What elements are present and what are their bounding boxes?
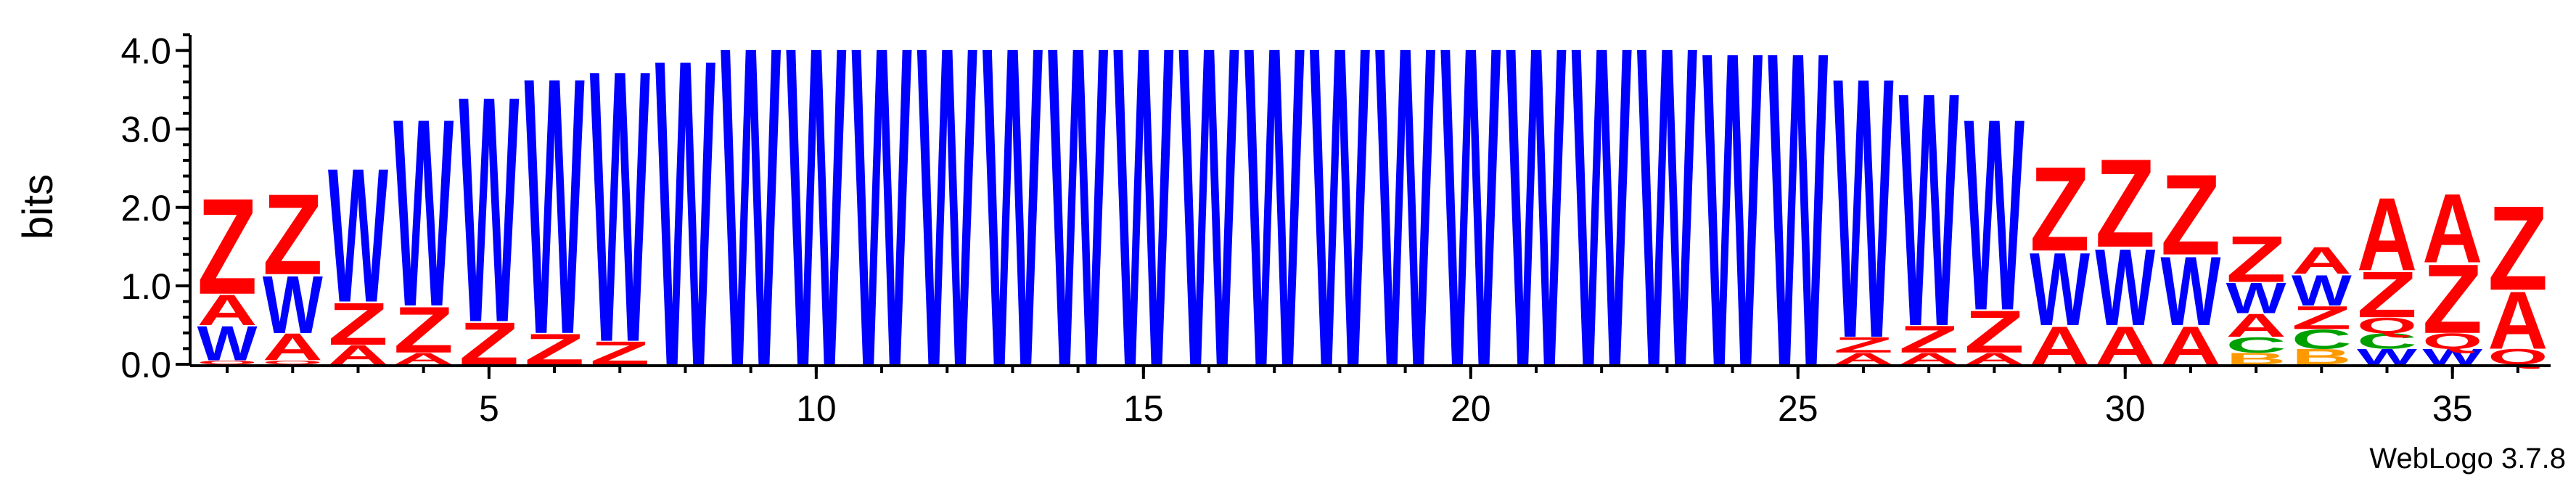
logo-letter-w: W xyxy=(2030,231,2091,348)
logo-letter-c: C xyxy=(2292,324,2352,355)
logo-letter-a: A xyxy=(2422,173,2482,283)
y-axis-label: bits xyxy=(15,174,62,239)
logo-letter-z: Z xyxy=(2030,142,2090,276)
logo-letter-z: Z xyxy=(2226,223,2286,296)
logo-letter-w: W xyxy=(328,128,388,343)
logo-letter-z: Z xyxy=(1833,332,1893,357)
logo-letter-w: W xyxy=(852,0,913,462)
x-tick-label: 35 xyxy=(2432,388,2473,429)
x-tick-label: 5 xyxy=(479,388,499,429)
logo-letter-w: W xyxy=(1113,0,1174,462)
logo-letter-w: W xyxy=(1440,0,1501,462)
logo-letter-w: W xyxy=(1179,0,1240,462)
logo-letter-w: W xyxy=(459,29,520,390)
logo-letter-w: W xyxy=(1637,0,1698,462)
logo-letter-w: W xyxy=(2095,226,2155,349)
logo-letter-w: W xyxy=(655,0,716,458)
logo-letter-w: W xyxy=(1572,0,1633,462)
logo-letter-a: A xyxy=(263,326,323,369)
logo-letter-z: Z xyxy=(263,171,323,299)
logo-letter-q: Q xyxy=(263,359,323,365)
logo-letter-w: W xyxy=(263,259,323,350)
logo-letter-w: W xyxy=(917,0,978,462)
y-axis: 0.0 1.0 2.0 3.0 4.0 xyxy=(120,31,192,385)
logo-letter-w: W xyxy=(2160,237,2220,347)
logo-letter-z: Z xyxy=(2160,151,2220,279)
logo-letter-c: C xyxy=(2226,332,2286,357)
logo-letter-a: A xyxy=(2292,239,2352,282)
y-tick-label: 4.0 xyxy=(120,31,171,72)
logo-letter-z: Z xyxy=(197,170,258,323)
y-tick-label: 2.0 xyxy=(120,188,171,229)
logo-letter-w: W xyxy=(1702,0,1763,460)
logo-letter-z: Z xyxy=(2095,134,2155,274)
logo-letter-w: W xyxy=(2292,266,2353,314)
logo-letter-a: A xyxy=(2226,307,2286,344)
x-axis: 5 10 15 20 25 30 35 xyxy=(190,364,2551,429)
logo-letter-z: Z xyxy=(1964,298,2025,366)
logo-letter-q: Q xyxy=(2422,329,2482,353)
logo-letter-w: W xyxy=(590,0,651,424)
logo-letter-z: Z xyxy=(2357,258,2417,331)
x-tick-label: 20 xyxy=(1451,388,1491,429)
logo-letter-w: W xyxy=(786,0,847,462)
logo-letter-c: C xyxy=(2357,329,2417,353)
logo-letter-w: W xyxy=(1506,0,1567,462)
logo-letter-q: Q xyxy=(197,359,258,365)
logo-letter-z: Z xyxy=(1899,318,1959,361)
logo-letter-a: A xyxy=(2357,176,2417,292)
x-tick-label: 15 xyxy=(1123,388,1164,429)
logo-letter-z: Z xyxy=(328,290,388,358)
logo-letter-a: A xyxy=(2487,275,2548,366)
logo-letter-w: W xyxy=(393,63,454,363)
y-tick-label: 0.0 xyxy=(120,345,171,385)
logo-letter-w: W xyxy=(1310,0,1371,462)
logo-letter-w: W xyxy=(1768,0,1829,460)
logo-letter-w: W xyxy=(1899,24,1960,397)
x-tick-label: 25 xyxy=(1778,388,1818,429)
logo-letter-z: Z xyxy=(2422,244,2482,354)
logo-letter-w: W xyxy=(1048,0,1109,462)
logo-letter-a: A xyxy=(197,286,258,335)
logo-letter-w: W xyxy=(525,0,586,411)
logo-letter-w: W xyxy=(1244,0,1305,462)
logo-letter-w: W xyxy=(1833,1,1894,417)
logo-letter-w: W xyxy=(1375,0,1436,462)
x-tick-label: 10 xyxy=(796,388,837,429)
y-tick-label: 3.0 xyxy=(120,110,171,150)
weblogo-version-label: WebLogo 3.7.8 xyxy=(2369,443,2566,475)
logo-letter-w: W xyxy=(2226,274,2287,322)
x-tick-label: 30 xyxy=(2105,388,2146,429)
logo-letter-z: Z xyxy=(2292,300,2352,337)
logo-letter-q: Q xyxy=(2357,313,2417,337)
logo-letter-w: W xyxy=(721,0,782,462)
logo-letter-w: W xyxy=(983,0,1043,462)
logo-letter-w: W xyxy=(197,316,258,371)
logo-letter-z: Z xyxy=(2487,181,2548,316)
y-tick-label: 1.0 xyxy=(120,266,171,307)
logo-letter-w: W xyxy=(1964,62,2025,368)
logo-letter-z: Z xyxy=(393,294,454,366)
